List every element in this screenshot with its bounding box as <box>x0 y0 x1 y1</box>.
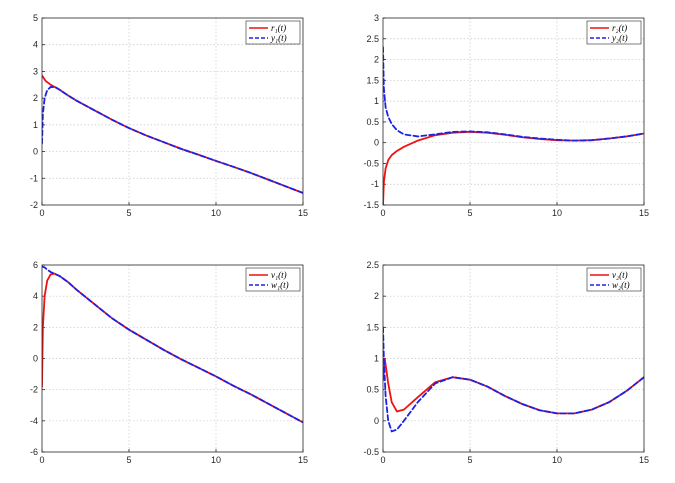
y-tick-label: 0 <box>374 138 379 148</box>
x-tick-label: 0 <box>39 208 44 218</box>
axes-box <box>382 264 645 453</box>
legend: v₂(t)w₂(t) <box>586 267 642 292</box>
y-tick-label: -0.5 <box>363 158 379 168</box>
y-tick-label: 0.5 <box>366 385 379 395</box>
legend-box <box>586 267 642 292</box>
subplot-1: 0 5 10 15 -2 -1 0 1 2 3 4 5 r₁(t)y₁(t) <box>30 13 308 218</box>
x-tick-label: 0 <box>380 208 385 218</box>
y-tick-label: 5 <box>33 13 38 23</box>
legend-box <box>586 20 642 45</box>
y-tick-label: 2 <box>374 55 379 65</box>
subplot-2: 0 5 10 15 -1.5 -1 -0.5 0 0.5 1 1.5 2 2.5 3 r₂(t)y₂(t) <box>363 13 649 218</box>
y-tick-label: -0.5 <box>363 447 379 457</box>
axes-box <box>382 17 645 206</box>
x-tick-label: 15 <box>298 455 308 465</box>
x-tick-label: 5 <box>467 208 472 218</box>
y-tick-label: -6 <box>30 447 38 457</box>
x-tick-label: 15 <box>298 208 308 218</box>
y-tick-label: -4 <box>30 416 38 426</box>
legend-box <box>245 267 301 292</box>
plot-area <box>42 18 303 205</box>
y-tick-label: 1.5 <box>366 322 379 332</box>
series-line-dashed <box>383 46 644 142</box>
legend-label: w₂(t) <box>612 280 630 290</box>
legend-label: y₂(t) <box>611 33 628 43</box>
y-tick-label: 0.5 <box>366 117 379 127</box>
series-line-dashed <box>42 86 303 194</box>
legend-label: v₁(t) <box>271 270 287 280</box>
y-tick-label: 2.5 <box>366 34 379 44</box>
y-tick-label: -2 <box>30 385 38 395</box>
x-tick-label: 0 <box>380 455 385 465</box>
y-tick-label: 3 <box>33 66 38 76</box>
y-tick-label: -1.5 <box>363 200 379 210</box>
y-tick-label: -1 <box>30 173 38 183</box>
legend-label: v₂(t) <box>612 270 628 280</box>
y-tick-label: 3 <box>374 13 379 23</box>
legend: r₁(t)y₁(t) <box>245 20 301 45</box>
legend: v₁(t)w₁(t) <box>245 267 301 292</box>
y-tick-label: 0 <box>33 147 38 157</box>
x-tick-label: 10 <box>211 455 221 465</box>
y-tick-label: 1 <box>374 96 379 106</box>
y-tick-label: 2 <box>33 93 38 103</box>
x-tick-label: 5 <box>126 455 131 465</box>
series-line-dashed <box>383 326 644 433</box>
y-tick-label: -2 <box>30 200 38 210</box>
subplot-3: 0 5 10 15 -6 -4 -2 0 2 4 6 v₁(t)w₁(t) <box>30 260 308 465</box>
x-tick-label: 5 <box>467 455 472 465</box>
y-tick-label: 1 <box>374 354 379 364</box>
y-tick-label: 2.5 <box>366 260 379 270</box>
y-tick-label: 1 <box>33 120 38 130</box>
x-tick-label: 15 <box>639 208 649 218</box>
legend-label: y₁(t) <box>270 33 287 43</box>
x-tick-label: 10 <box>211 208 221 218</box>
legend-label: r₁(t) <box>271 23 286 33</box>
subplot-4: 0 5 10 15-0.500.511.522.5v₂(t)w₂(t) <box>363 260 649 465</box>
x-tick-label: 15 <box>639 455 649 465</box>
legend: r₂(t)y₂(t) <box>586 20 642 45</box>
x-tick-label: 10 <box>552 208 562 218</box>
legend-label: w₁(t) <box>271 280 289 290</box>
series-line-dashed <box>42 265 303 424</box>
y-tick-label: 1.5 <box>366 75 379 85</box>
x-tick-label: 0 <box>39 455 44 465</box>
y-tick-label: 0 <box>33 354 38 364</box>
axes-box <box>41 17 304 206</box>
y-tick-label: 4 <box>33 291 38 301</box>
y-tick-label: 2 <box>33 322 38 332</box>
y-tick-label: 2 <box>374 291 379 301</box>
y-tick-label: 0 <box>374 416 379 426</box>
x-tick-label: 5 <box>126 208 131 218</box>
x-tick-label: 10 <box>552 455 562 465</box>
y-tick-label: 4 <box>33 40 38 50</box>
plot-area <box>383 18 644 205</box>
y-tick-label: 6 <box>33 260 38 270</box>
legend-label: r₂(t) <box>612 23 627 33</box>
axes-box <box>41 264 304 453</box>
legend-box <box>245 20 301 45</box>
y-tick-label: -1 <box>371 179 379 189</box>
